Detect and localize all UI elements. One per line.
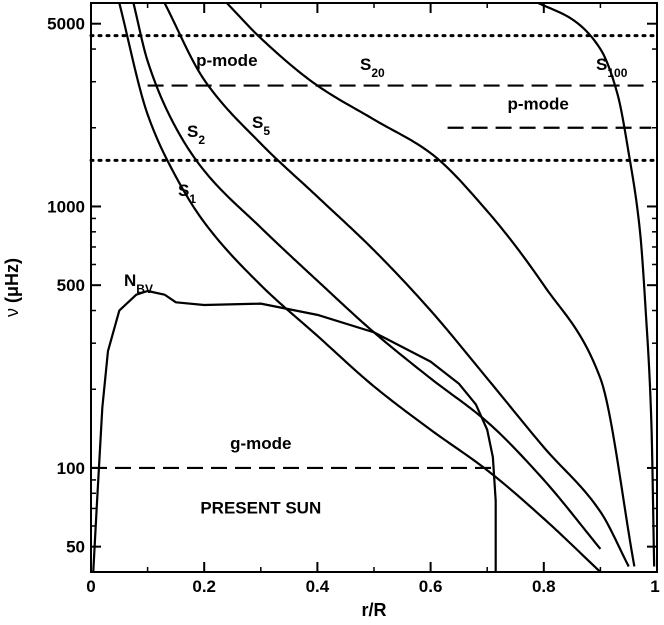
series-line-s20 — [226, 3, 636, 567]
series-label-s1: S1 — [178, 181, 196, 206]
series-line-s100 — [537, 3, 656, 567]
plot-frame — [90, 2, 658, 573]
series-line-s1 — [118, 3, 602, 572]
x-tick-label: 0.2 — [192, 577, 216, 596]
x-tick-label: 0.6 — [419, 577, 443, 596]
series-label-s100: S100 — [596, 55, 628, 80]
series-line-s2 — [132, 3, 602, 550]
axes: 0 0.2 0.4 0.6 0.8 1 50 100 500 1000 5000 r/R ν(μHz) — [2, 3, 660, 620]
y-tick-label: 50 — [66, 538, 85, 557]
series-line-s5 — [163, 3, 630, 567]
x-axis-label: r/R — [361, 600, 386, 620]
x-tick-label: 0.4 — [306, 577, 330, 596]
annotation-g-mode: g-mode — [230, 434, 291, 453]
annotation-p-mode: p-mode — [196, 51, 257, 70]
y-tick-label: 100 — [57, 459, 85, 478]
series-label-s20: S20 — [360, 55, 385, 80]
plot-lines — [89, 3, 659, 572]
y-tick-label: 500 — [57, 276, 85, 295]
y-tick-label: 1000 — [47, 197, 85, 216]
series-label-s2: S2 — [187, 122, 205, 147]
x-tick-label: 0 — [86, 577, 95, 596]
series-line-nbv — [92, 289, 497, 572]
y-axis-label: ν(μHz) — [2, 258, 22, 317]
annotation-present-sun: PRESENT SUN — [200, 498, 321, 517]
annotation-p-mode: p-mode — [507, 94, 568, 113]
chart-text: S1 S2 S5 S20 S100 NBV p-mode p-mode g-mode PRESEN… — [124, 51, 628, 518]
x-tick-label: 0.8 — [532, 577, 556, 596]
series-label-nbv: NBV — [124, 271, 153, 296]
y-tick-label: 5000 — [47, 15, 85, 34]
x-tick-label: 1 — [650, 577, 659, 596]
series-label-s5: S5 — [252, 113, 270, 138]
